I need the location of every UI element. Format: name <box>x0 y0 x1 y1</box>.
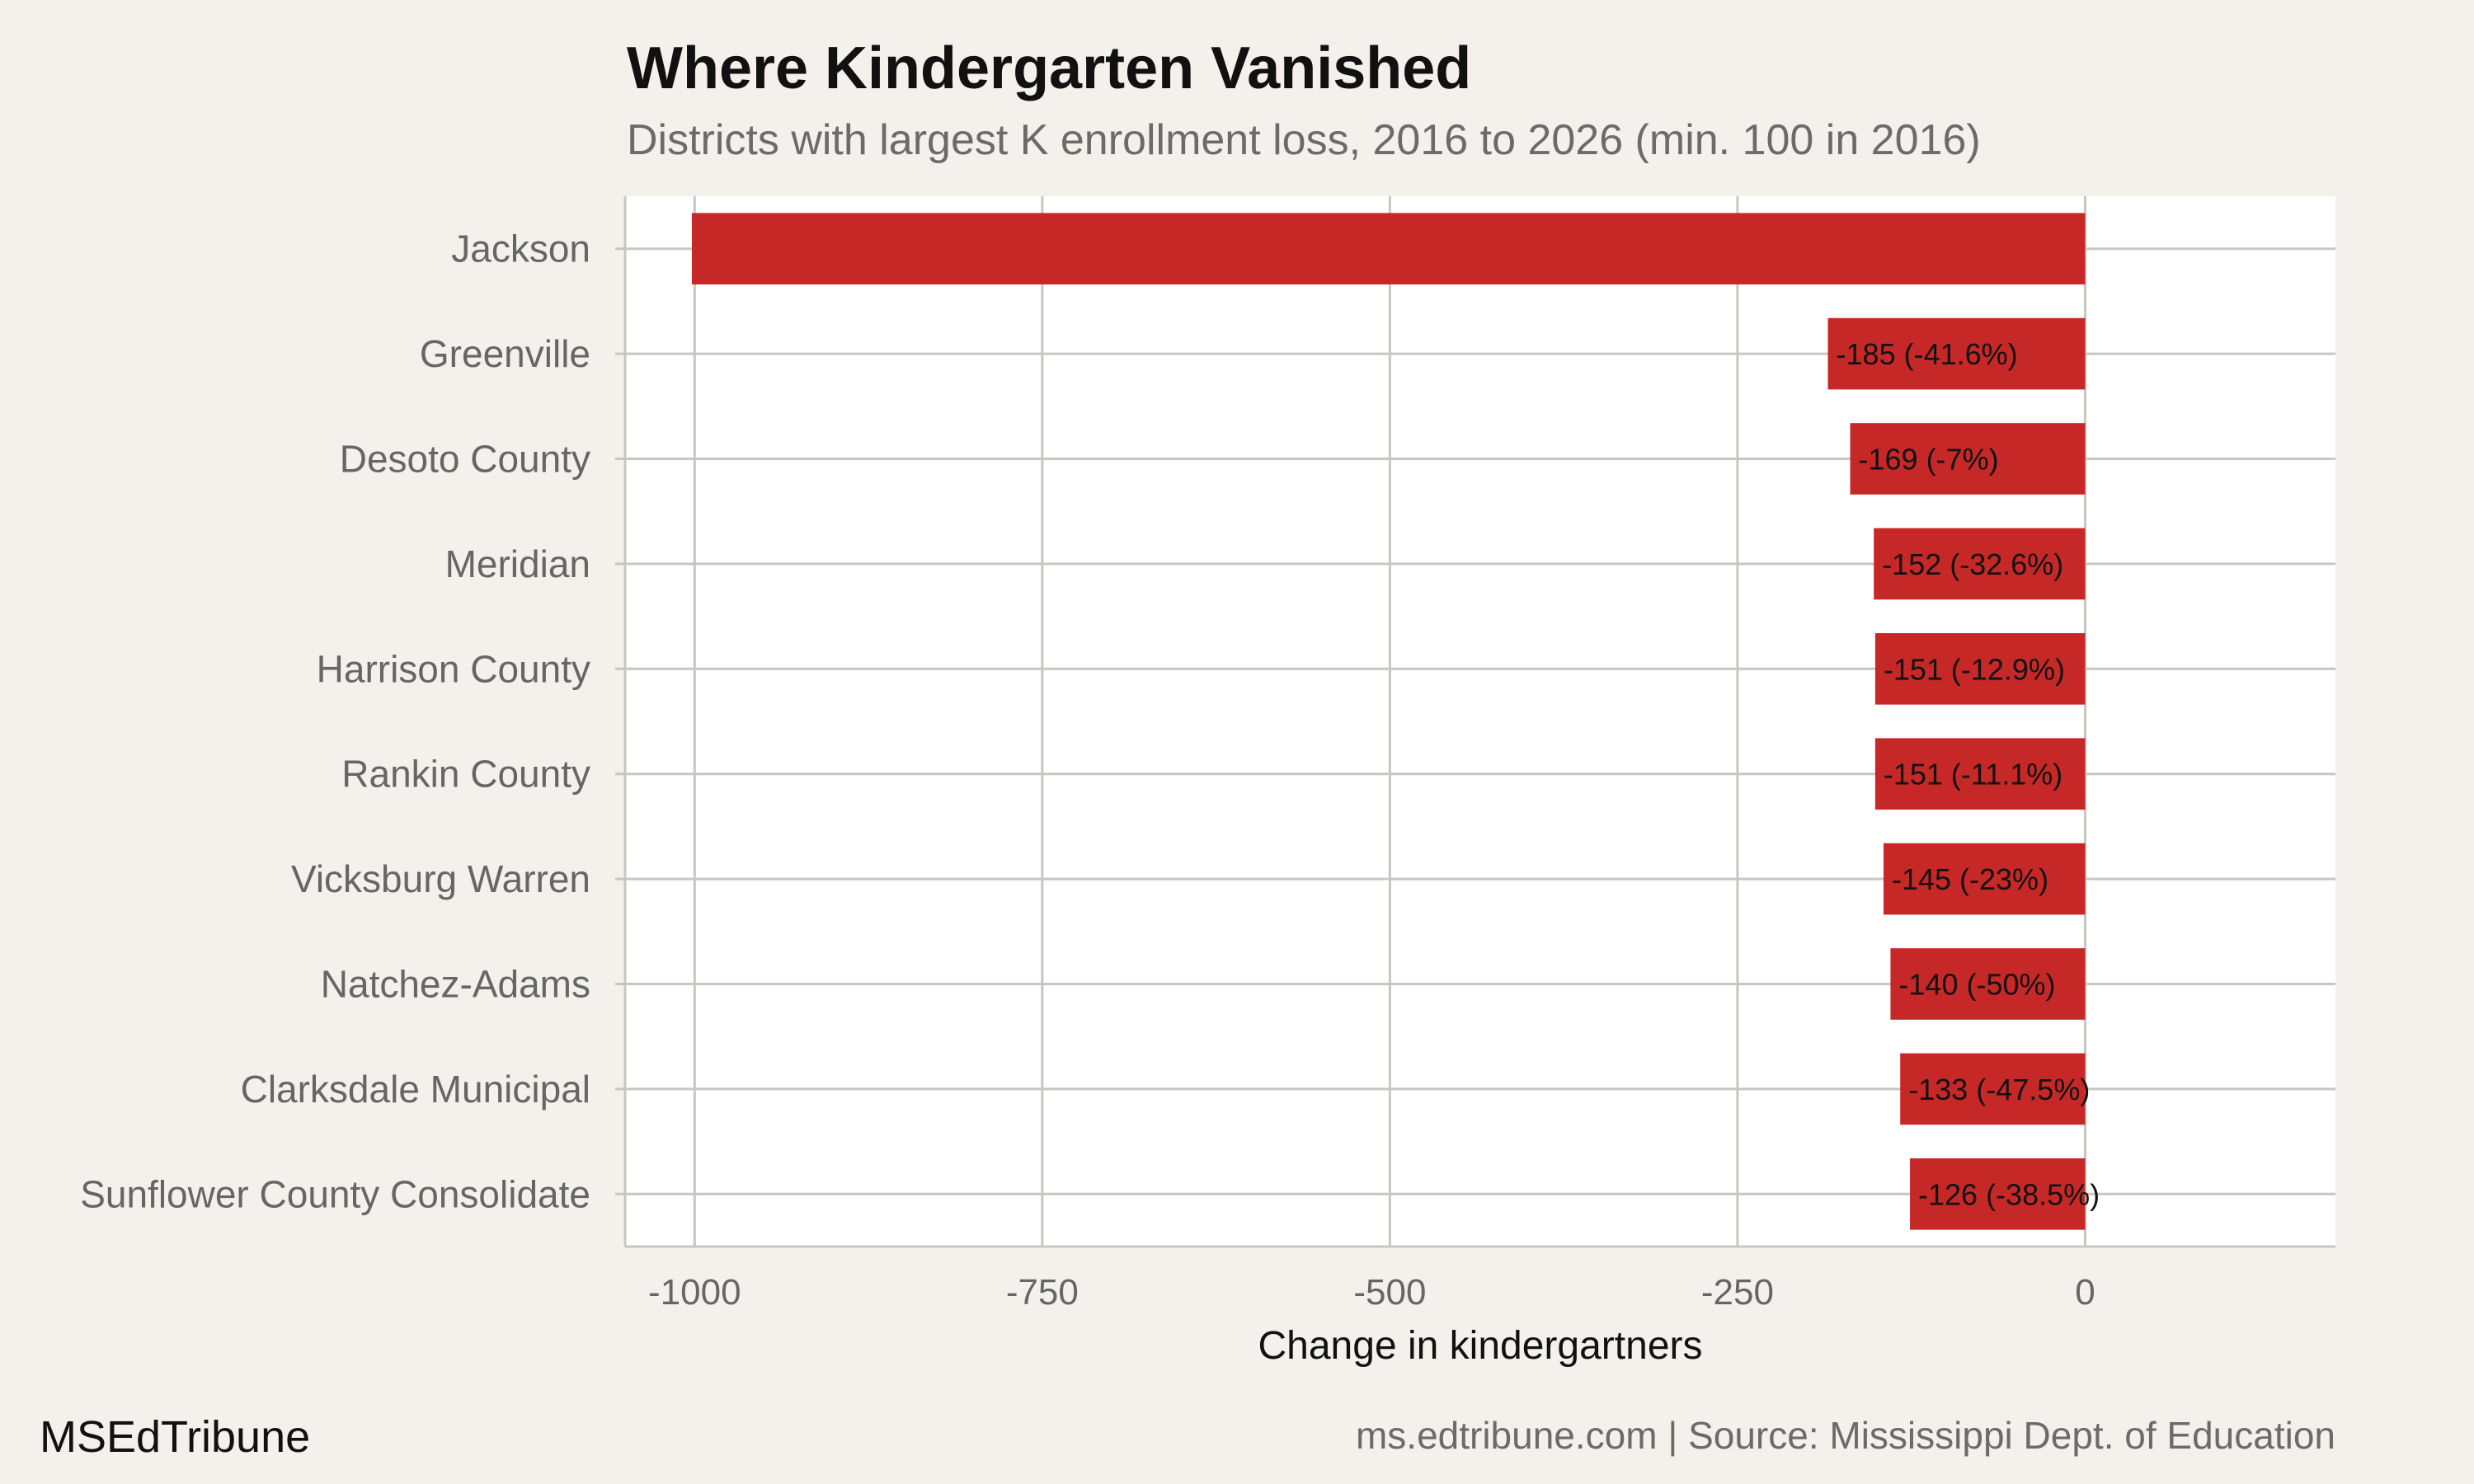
chart-title: Where Kindergarten Vanished <box>627 35 1472 101</box>
data-label: -133 (-47.5%) <box>1908 1073 2090 1106</box>
data-label: -185 (-41.6%) <box>1837 337 2018 371</box>
data-label: -151 (-12.9%) <box>1884 652 2065 686</box>
x-tick-label: 0 <box>2075 1272 2095 1313</box>
bar <box>1890 948 2086 1020</box>
category-label: Natchez-Adams <box>321 963 590 1006</box>
bar <box>1874 632 2086 705</box>
data-label: -145 (-23%) <box>1892 862 2048 896</box>
category-label: Sunflower County Consolidate <box>80 1172 590 1215</box>
x-tick-label: -500 <box>1353 1272 1426 1313</box>
brand-label: MSEdTribune <box>40 1412 311 1462</box>
category-label: Vicksburg Warren <box>291 857 590 900</box>
data-label: -151 (-11.1%) <box>1884 758 2062 791</box>
chart-subtitle: Districts with largest K enrollment loss… <box>627 116 1981 164</box>
bar <box>1850 423 2086 495</box>
category-label: Desoto County <box>340 438 590 481</box>
data-label: -169 (-7%) <box>1859 443 1999 477</box>
bar <box>1874 738 2086 810</box>
category-label: Greenville <box>420 332 590 375</box>
bar <box>1900 1053 2086 1125</box>
bar <box>1910 1158 2086 1230</box>
x-tick-label: -250 <box>1701 1272 1774 1313</box>
data-label: -152 (-32.6%) <box>1882 547 2063 581</box>
category-label: Clarksdale Municipal <box>241 1068 590 1111</box>
x-axis-title: Change in kindergartners <box>1258 1324 1703 1368</box>
data-label: -140 (-50%) <box>1898 968 2055 1002</box>
bar <box>1827 317 2086 390</box>
bar <box>1883 843 2086 915</box>
source-credit: ms.edtribune.com | Source: Mississippi D… <box>1355 1414 2335 1457</box>
x-tick-label: -1000 <box>648 1272 741 1313</box>
category-label: Harrison County <box>317 647 590 690</box>
category-label: Meridian <box>445 542 590 585</box>
x-tick-label: -750 <box>1006 1272 1079 1313</box>
bar <box>691 213 2086 285</box>
category-label: Rankin County <box>341 753 590 796</box>
category-label: Jackson <box>451 228 590 270</box>
bar <box>1874 528 2086 600</box>
data-label: -126 (-38.5%) <box>1918 1177 2100 1211</box>
